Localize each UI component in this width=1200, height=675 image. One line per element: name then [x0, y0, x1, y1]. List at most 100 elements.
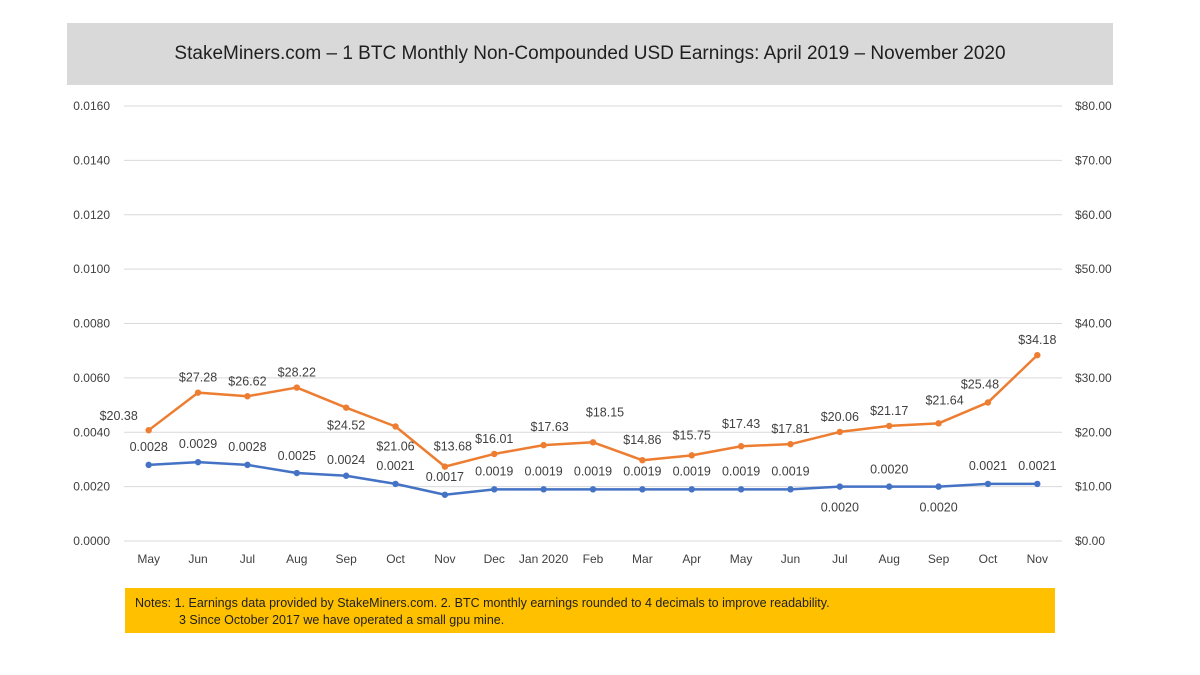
btc-point [1034, 480, 1041, 488]
usd-data-label: $17.43 [722, 417, 760, 431]
btc-data-label: 0.0028 [228, 440, 266, 454]
usd-data-label: $14.86 [623, 433, 661, 447]
usd-data-label: $20.38 [100, 409, 138, 423]
usd-data-label: $21.17 [870, 404, 908, 418]
x-tick-label: Jun [781, 552, 800, 566]
y-left-tick-label: 0.0100 [73, 262, 110, 276]
btc-point [984, 480, 992, 488]
y-left-tick-label: 0.0080 [73, 317, 110, 331]
btc-data-label: 0.0019 [673, 464, 711, 478]
usd-point [145, 426, 152, 434]
btc-point [441, 491, 449, 498]
btc-point [392, 480, 399, 488]
usd-data-label: $15.75 [673, 428, 711, 442]
btc-point [886, 483, 893, 490]
btc-data-label: 0.0019 [623, 464, 661, 478]
usd-data-label: $13.68 [434, 440, 472, 454]
x-tick-label: Sep [928, 552, 950, 566]
btc-data-label: 0.0019 [475, 464, 513, 478]
usd-data-label: $20.06 [821, 410, 859, 424]
x-tick-label: Aug [879, 552, 900, 566]
x-tick-label: Dec [484, 552, 505, 566]
usd-point [1034, 351, 1041, 359]
usd-point [787, 440, 794, 448]
btc-point [342, 472, 350, 479]
usd-data-label: $17.81 [771, 422, 809, 436]
usd-point [984, 399, 992, 406]
btc-data-label: 0.0021 [969, 459, 1007, 473]
y-right-tick-label: $20.00 [1075, 425, 1112, 439]
y-left-tick-label: 0.0120 [73, 208, 110, 222]
usd-point [441, 463, 449, 470]
btc-data-label: 0.0017 [426, 470, 464, 484]
y-left-tick-label: 0.0140 [73, 153, 110, 167]
btc-point [836, 483, 844, 490]
btc-data-label: 0.0019 [525, 464, 563, 478]
btc-data-label: 0.0021 [376, 459, 414, 473]
usd-data-label: $27.28 [179, 371, 217, 385]
usd-data-label: $25.48 [961, 377, 999, 391]
usd-point [639, 456, 646, 464]
btc-point [491, 486, 498, 493]
btc-data-label: 0.0020 [821, 501, 859, 515]
btc-data-label: 0.0029 [179, 437, 217, 451]
x-tick-label: Oct [979, 552, 998, 566]
y-right-tick-label: $80.00 [1075, 99, 1112, 113]
btc-data-label: 0.0021 [1018, 459, 1056, 473]
x-tick-label: Jul [832, 552, 847, 566]
btc-point [688, 486, 695, 493]
y-left-tick-label: 0.0160 [73, 99, 110, 113]
y-left-tick-label: 0.0000 [73, 534, 110, 548]
usd-point [935, 420, 942, 427]
y-left-tick-label: 0.0020 [73, 480, 110, 494]
y-right-tick-label: $60.00 [1075, 208, 1112, 222]
btc-data-label: 0.0020 [919, 501, 957, 515]
btc-point [639, 486, 646, 493]
btc-data-label: 0.0019 [722, 464, 760, 478]
btc-point [244, 461, 251, 469]
usd-data-label: $16.01 [475, 432, 513, 446]
x-tick-label: Jun [188, 552, 207, 566]
notes-line-2: 3 Since October 2017 we have operated a … [179, 613, 505, 627]
btc-data-label: 0.0025 [278, 449, 316, 463]
usd-point [194, 389, 202, 396]
y-left-tick-label: 0.0040 [73, 425, 110, 439]
y-right-tick-label: $0.00 [1075, 534, 1105, 548]
usd-point [293, 384, 300, 391]
x-tick-label: Nov [434, 552, 455, 566]
usd-point [540, 441, 547, 449]
btc-point [194, 458, 202, 466]
chart-title: StakeMiners.com – 1 BTC Monthly Non-Comp… [174, 43, 1006, 64]
y-right-tick-label: $30.00 [1075, 371, 1112, 385]
x-tick-label: May [137, 552, 160, 566]
usd-data-label: $26.62 [228, 374, 266, 388]
btc-point [293, 469, 300, 477]
usd-data-label: $21.06 [376, 439, 414, 453]
usd-data-label: $34.18 [1018, 333, 1056, 347]
btc-point [589, 486, 597, 493]
x-tick-label: May [730, 552, 753, 566]
usd-point [244, 393, 251, 400]
x-tick-label: Sep [335, 552, 357, 566]
usd-point [491, 450, 498, 458]
y-right-tick-label: $50.00 [1075, 262, 1112, 276]
x-tick-label: Nov [1027, 552, 1048, 566]
usd-point [737, 443, 745, 450]
x-tick-label: Feb [583, 552, 604, 566]
usd-point [688, 452, 695, 459]
usd-point [886, 422, 893, 430]
btc-point [737, 486, 745, 493]
y-left-tick-label: 0.0060 [73, 371, 110, 385]
y-right-tick-label: $10.00 [1075, 480, 1112, 494]
x-tick-label: Mar [632, 552, 653, 566]
x-tick-label: Jan 2020 [519, 552, 569, 566]
chart-title-bar: StakeMiners.com – 1 BTC Monthly Non-Comp… [67, 23, 1113, 85]
usd-point [392, 423, 399, 430]
x-tick-label: Aug [286, 552, 307, 566]
x-tick-label: Apr [682, 552, 701, 566]
x-tick-label: Jul [240, 552, 255, 566]
btc-point [935, 483, 942, 490]
usd-point [342, 404, 350, 411]
usd-point [836, 428, 844, 436]
